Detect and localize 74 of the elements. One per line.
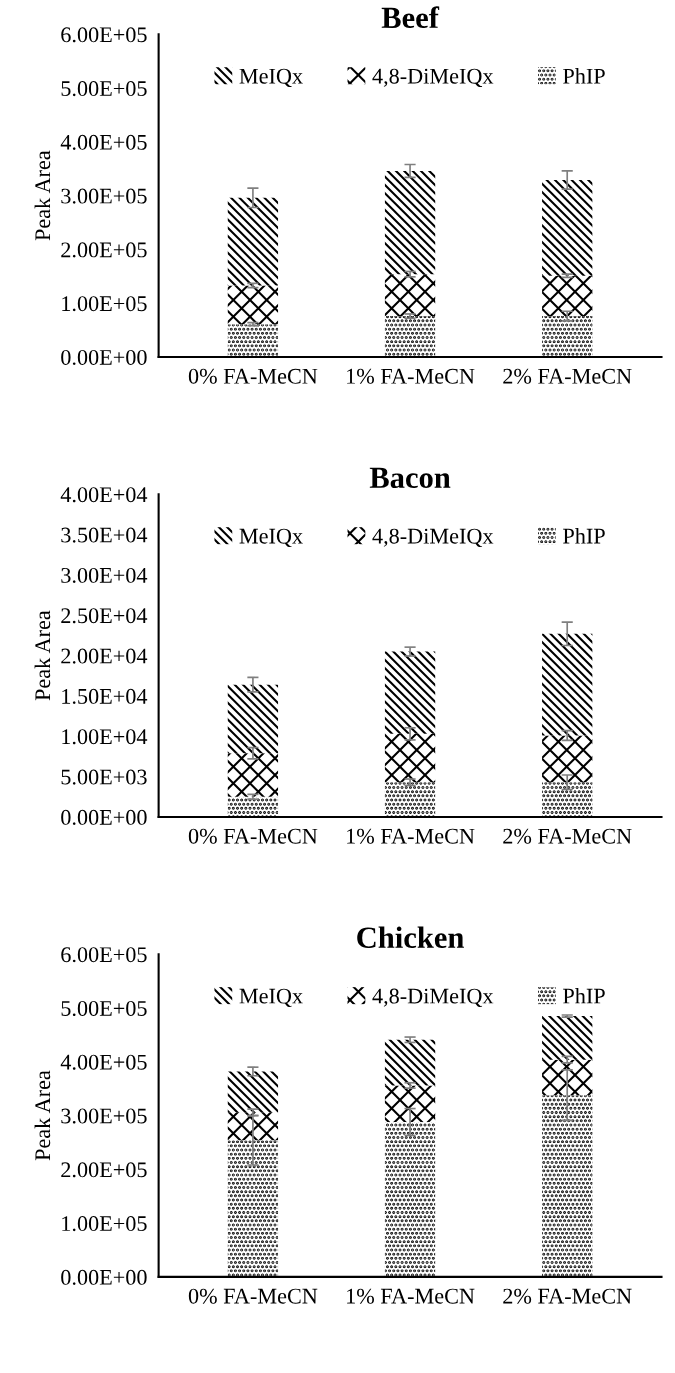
bar <box>227 324 279 357</box>
x-tick-label: 0% FA-MeCN <box>188 828 318 844</box>
legend-label: MeIQx <box>239 528 303 548</box>
y-tick-label: 6.00E+05 <box>61 947 147 963</box>
x-tick-label: 0% FA-MeCN <box>188 368 318 384</box>
bar <box>542 180 593 276</box>
y-tick-label: 5.00E+05 <box>61 1000 147 1017</box>
y-tick-label: 0.00E+00 <box>61 809 147 825</box>
chart-title: Chicken <box>357 926 464 949</box>
bar <box>384 651 436 734</box>
bar <box>384 274 436 317</box>
bar <box>542 1059 593 1096</box>
x-tick-label: 1% FA-MeCN <box>347 828 475 844</box>
x-tick-label: 1% FA-MeCN <box>347 368 475 384</box>
y-tick-label: 4.00E+05 <box>60 1054 147 1070</box>
bar <box>227 1140 279 1277</box>
x-tick-label: 2% FA-MeCN <box>503 828 632 844</box>
y-tick-label: 0.00E+00 <box>61 349 147 366</box>
legend-label: PhIP <box>563 527 605 544</box>
bar <box>227 796 279 817</box>
y-tick-label: 0.00E+00 <box>61 1269 147 1285</box>
bar <box>227 684 279 754</box>
bar <box>542 1016 593 1060</box>
y-axis-title: Peak Area <box>34 150 51 241</box>
bar <box>542 1095 593 1277</box>
bar <box>227 753 279 797</box>
bar <box>384 170 436 275</box>
bar <box>542 275 593 317</box>
y-tick-label: 3.00E+05 <box>61 1108 147 1124</box>
bar <box>227 1112 279 1141</box>
y-tick-label: 4.00E+05 <box>60 134 147 150</box>
bar <box>384 1122 436 1277</box>
legend-label: 4,8-DiMeIQx <box>372 68 494 88</box>
y-tick-label: 5.00E+03 <box>61 769 147 785</box>
legend-label: 4,8-DiMeIQx <box>372 528 494 548</box>
bar <box>227 285 279 325</box>
x-tick-label: 1% FA-MeCN <box>347 1288 475 1304</box>
bar <box>384 316 436 357</box>
y-tick-label: 2.00E+04 <box>61 648 148 664</box>
bar <box>227 197 279 286</box>
legend-label: MeIQx <box>239 988 303 1007</box>
y-tick-label: 4.00E+04 <box>60 487 148 503</box>
legend-label: MeIQx <box>239 68 303 88</box>
y-tick-label: 1.00E+04 <box>62 729 148 745</box>
y-tick-label: 3.00E+04 <box>61 567 148 583</box>
legend-label: PhIP <box>563 987 605 1004</box>
x-tick-label: 2% FA-MeCN <box>503 368 632 384</box>
bar <box>384 1085 436 1123</box>
x-tick-label: 0% FA-MeCN <box>188 1288 318 1304</box>
bar <box>384 1039 436 1086</box>
x-tick-label: 2% FA-MeCN <box>503 1288 632 1304</box>
y-tick-label: 1.00E+05 <box>62 1216 147 1232</box>
bar <box>542 316 593 357</box>
y-tick-label: 2.50E+04 <box>61 608 148 624</box>
y-tick-label: 2.00E+05 <box>61 1162 147 1178</box>
bar <box>542 782 593 817</box>
y-tick-label: 3.00E+05 <box>61 188 147 204</box>
y-tick-label: 1.50E+04 <box>62 688 148 704</box>
chart-title: Beef <box>381 6 440 29</box>
y-tick-label: 1.00E+05 <box>62 296 147 312</box>
y-axis-title: Peak Area <box>34 610 51 701</box>
y-tick-label: 2.00E+05 <box>61 242 147 258</box>
bar <box>384 733 436 783</box>
y-tick-label: 5.00E+05 <box>61 81 147 97</box>
y-axis-title: Peak Area <box>34 1070 51 1161</box>
chart-title: Bacon <box>369 467 451 489</box>
legend-label: PhIP <box>563 68 605 84</box>
y-tick-label: 3.50E+04 <box>61 527 148 543</box>
bar <box>384 782 436 817</box>
legend-label: 4,8-DiMeIQx <box>372 988 494 1007</box>
y-tick-label: 6.00E+05 <box>61 27 147 43</box>
bar <box>542 735 593 783</box>
bar <box>227 1071 279 1113</box>
bar <box>542 633 593 736</box>
